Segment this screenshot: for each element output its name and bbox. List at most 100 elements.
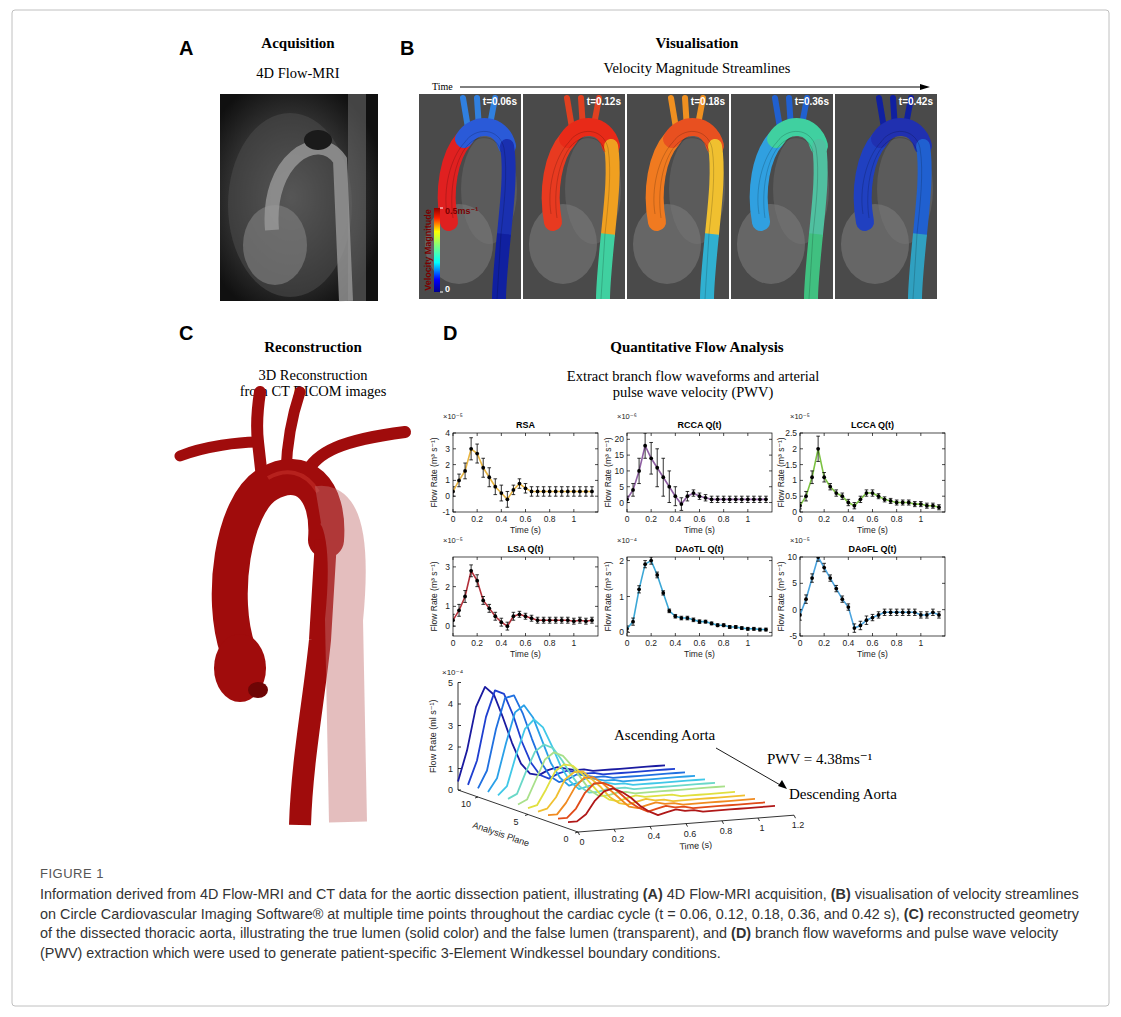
annotation-arrow — [716, 748, 782, 786]
x-tick-label: 0 — [451, 514, 456, 524]
plane-tick — [475, 797, 478, 798]
error-bar — [655, 449, 659, 487]
error-bar — [865, 616, 869, 624]
y-axis-label: Flow Rate (m³ s⁻¹) — [776, 561, 786, 631]
data-point — [859, 497, 863, 501]
chart-title: LCCA Q(t) — [851, 420, 894, 430]
y-axis-label: Flow Rate (m³ s⁻¹) — [429, 561, 439, 631]
panel-title: Quantitative Flow Analysis — [610, 339, 784, 355]
mri-body — [228, 113, 352, 297]
error-bar — [661, 591, 665, 595]
y-tick — [458, 682, 461, 683]
error-bar — [487, 604, 491, 612]
data-point — [722, 497, 726, 501]
panel-letter: A — [179, 37, 193, 59]
x-tick-label: 0.8 — [718, 514, 730, 524]
error-bar — [554, 487, 558, 496]
x-tick-label: 0 — [579, 837, 584, 847]
data-point — [931, 610, 935, 614]
data-point — [554, 490, 558, 494]
data-point — [710, 497, 714, 501]
data-point — [740, 497, 744, 501]
data-point — [840, 494, 844, 498]
y-axis-label: Flow Rate (m³ s⁻¹) — [603, 561, 613, 631]
data-point — [457, 608, 461, 612]
error-bar — [840, 596, 844, 602]
y-tick — [453, 464, 598, 465]
error-bar — [704, 495, 708, 501]
data-point — [560, 618, 564, 622]
error-bar — [667, 609, 671, 613]
error-bar — [816, 436, 820, 461]
error-bar — [901, 500, 905, 505]
data-point — [475, 579, 479, 583]
data-point — [913, 502, 917, 506]
chart-title: RSA — [516, 420, 536, 430]
data-point — [704, 620, 708, 624]
x-tick — [794, 815, 796, 818]
flow-line — [453, 571, 592, 626]
y-tick — [458, 747, 461, 748]
x-tick-label: 1 — [745, 514, 750, 524]
streamline-descending — [707, 234, 712, 299]
error-bar — [680, 498, 684, 511]
data-point — [518, 612, 522, 616]
data-point — [828, 576, 832, 580]
data-point — [536, 490, 540, 494]
caption-label: FIGURE 1 — [40, 866, 1090, 881]
x-tick — [686, 824, 688, 827]
data-point — [937, 613, 941, 617]
error-bar — [481, 458, 485, 477]
x-tick-label: 0.4 — [669, 514, 681, 524]
error-bar — [883, 497, 887, 502]
y-tick-label: 0 — [445, 621, 450, 631]
streamline-frame: t=0.12s — [523, 94, 625, 299]
data-point — [710, 622, 714, 626]
x-tick-label: 0 — [798, 638, 803, 648]
y-scale-label: ×10⁻⁵ — [790, 412, 810, 421]
frame-anatomy — [669, 134, 725, 244]
flow-chart: 0510152000.20.40.60.81RCCA Q(t)Time (s)F… — [603, 412, 772, 535]
y-tick — [800, 583, 945, 584]
data-point — [655, 466, 659, 470]
data-point — [655, 573, 659, 577]
data-point — [846, 605, 850, 609]
error-bar — [590, 617, 594, 623]
error-bar — [667, 471, 671, 503]
vessel-lsa — [306, 432, 405, 474]
error-bar — [822, 473, 826, 482]
x-tick — [477, 557, 478, 636]
streamline-ascending — [655, 139, 672, 222]
y-tick-label: -1 — [442, 507, 450, 517]
data-point — [834, 491, 838, 495]
waveform — [518, 752, 725, 804]
y-tick — [627, 439, 772, 440]
error-bar — [913, 609, 917, 615]
error-bar — [889, 498, 893, 503]
data-point — [686, 494, 690, 498]
data-point — [631, 488, 635, 492]
mri-image — [220, 94, 378, 301]
data-group — [627, 557, 768, 632]
y-tick-label: 1 — [445, 601, 450, 611]
vessel-rcca — [257, 392, 262, 478]
error-bar — [475, 444, 479, 463]
plane-tick-label: 0 — [563, 834, 568, 844]
flow-chart: 01200.20.40.60.81DAoTL Q(t)Time (s)Flow … — [603, 536, 772, 659]
y-scale-label: ×10⁻⁶ — [617, 412, 637, 421]
error-bar — [692, 618, 696, 622]
error-bar — [871, 490, 875, 496]
error-bar — [722, 496, 726, 502]
data-point — [883, 610, 887, 614]
error-bar — [631, 618, 635, 625]
frame-time-label: t=0.06s — [483, 96, 518, 107]
streamline-descending — [603, 234, 608, 299]
x-tick-label: 1 — [918, 514, 923, 524]
panel-subtitle: pulse wave velocity (PWV) — [613, 384, 774, 401]
flow-line — [627, 561, 766, 630]
x-tick-label: 0.6 — [694, 514, 706, 524]
vessel-rsa — [180, 442, 258, 456]
data-point — [925, 504, 929, 508]
error-bar — [752, 627, 756, 630]
data-point — [505, 624, 509, 628]
